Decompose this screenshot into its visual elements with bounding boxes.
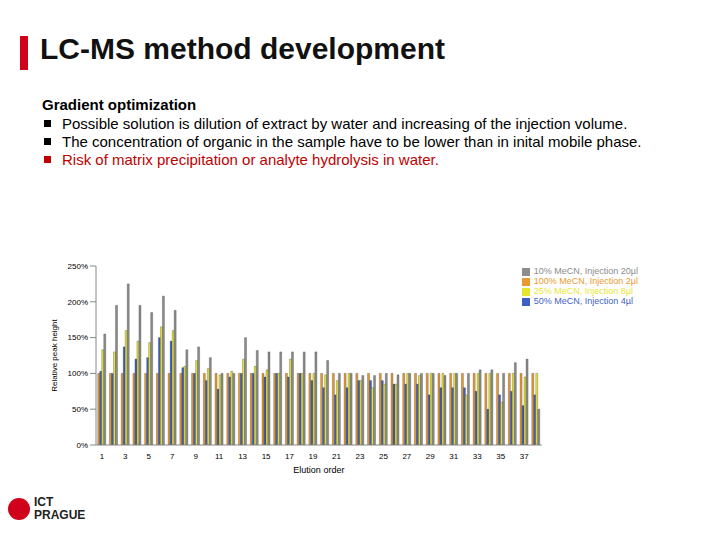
svg-text:250%: 250% bbox=[68, 262, 88, 271]
svg-text:3: 3 bbox=[123, 452, 128, 461]
html-text:PRAGUE: PRAGUE bbox=[34, 508, 86, 522]
svg-text:150%: 150% bbox=[68, 333, 88, 342]
html-text:Risk of matrix precipitation o: Risk of matrix precipitation or analyte … bbox=[62, 151, 439, 168]
svg-text:13: 13 bbox=[238, 452, 247, 461]
html-text:Gradient optimization: Gradient optimization bbox=[42, 96, 197, 113]
svg-text:29: 29 bbox=[426, 452, 435, 461]
svg-text:0%: 0% bbox=[76, 441, 88, 450]
html-text:Possible solution is dilution: Possible solution is dilution of extract… bbox=[62, 115, 628, 132]
svg-text:33: 33 bbox=[473, 452, 482, 461]
svg-text:5: 5 bbox=[147, 452, 152, 461]
svg-text:9: 9 bbox=[193, 452, 198, 461]
html-text:25% MeCN, Injection 8µl: 25% MeCN, Injection 8µl bbox=[533, 286, 633, 296]
svg-text:27: 27 bbox=[402, 452, 411, 461]
svg-text:100%: 100% bbox=[68, 369, 88, 378]
svg-text:1: 1 bbox=[100, 452, 105, 461]
html-text:10% MeCN, Injection 20µl: 10% MeCN, Injection 20µl bbox=[533, 266, 638, 276]
svg-text:Relative peak height: Relative peak height bbox=[50, 318, 59, 391]
html-text:ICT: ICT bbox=[34, 495, 54, 509]
svg-text:Elution order: Elution order bbox=[293, 465, 344, 475]
html-text:100% MeCN, Injection 2µl: 100% MeCN, Injection 2µl bbox=[533, 276, 638, 286]
html-text:LC-MS method development: LC-MS method development bbox=[40, 32, 445, 65]
svg-text:23: 23 bbox=[355, 452, 364, 461]
svg-text:35: 35 bbox=[496, 452, 505, 461]
svg-text:50%: 50% bbox=[72, 405, 88, 414]
svg-text:200%: 200% bbox=[68, 298, 88, 307]
svg-text:15: 15 bbox=[262, 452, 271, 461]
svg-text:17: 17 bbox=[285, 452, 294, 461]
html-text:50% MeCN, Injection 4µl: 50% MeCN, Injection 4µl bbox=[533, 296, 633, 306]
svg-text:21: 21 bbox=[332, 452, 341, 461]
svg-text:37: 37 bbox=[520, 452, 529, 461]
svg-text:31: 31 bbox=[449, 452, 458, 461]
svg-text:11: 11 bbox=[215, 452, 224, 461]
svg-text:19: 19 bbox=[309, 452, 318, 461]
svg-text:7: 7 bbox=[170, 452, 175, 461]
svg-text:25: 25 bbox=[379, 452, 388, 461]
html-text:The concentration of organic i: The concentration of organic in the samp… bbox=[62, 133, 642, 150]
